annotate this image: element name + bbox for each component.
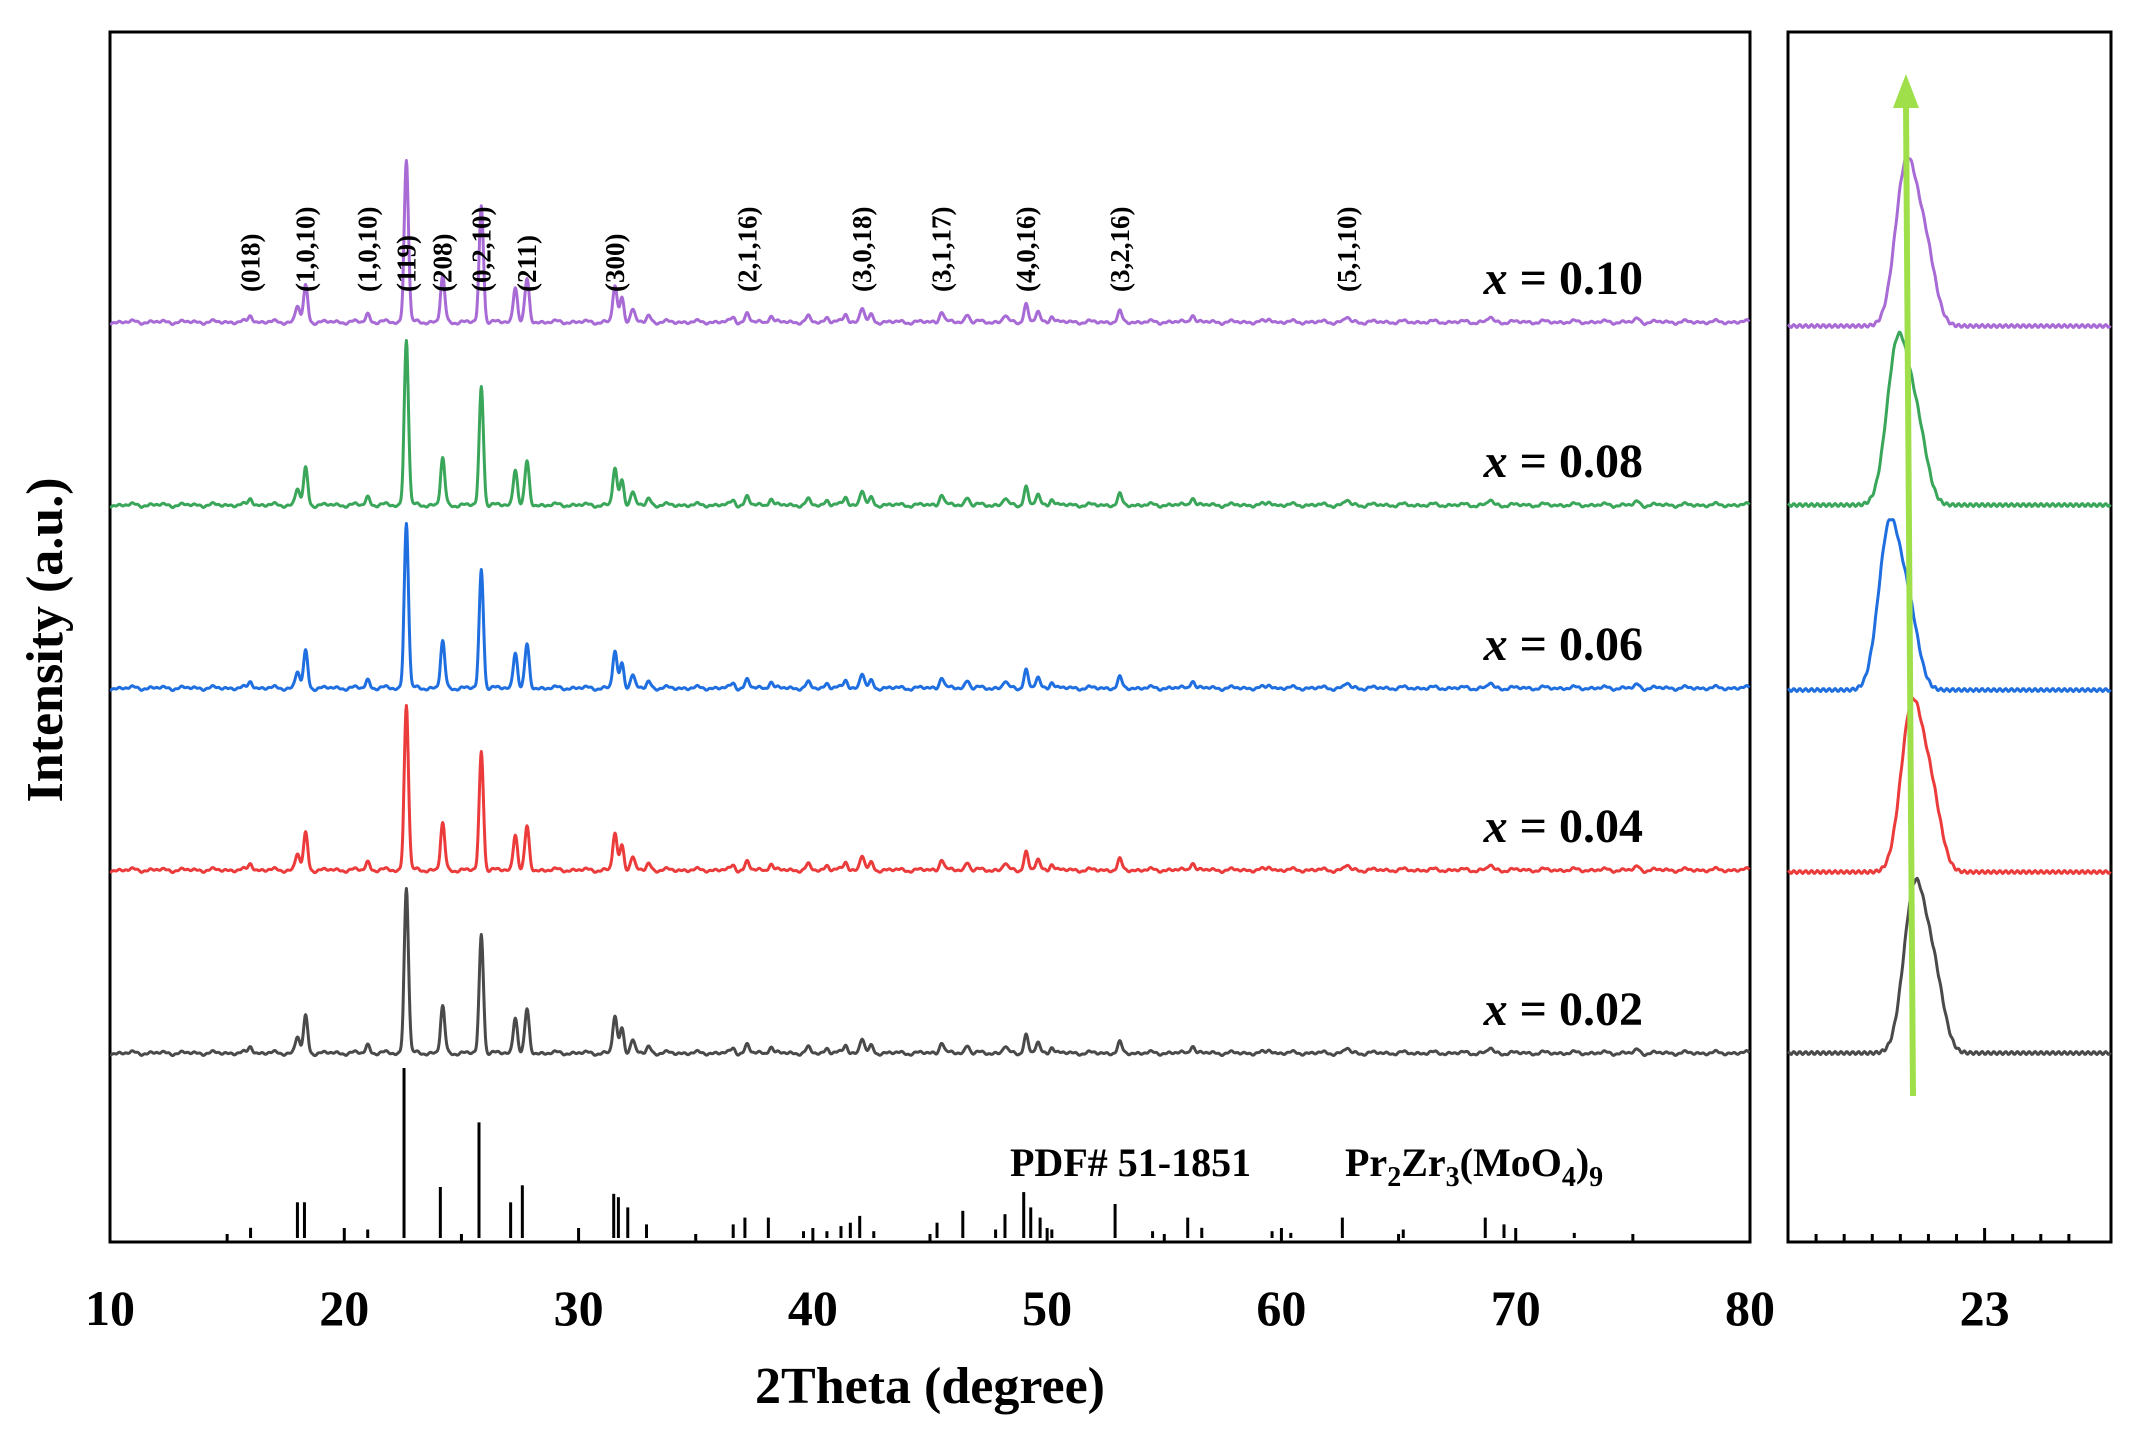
hkl-label: (300)	[600, 234, 630, 292]
series-trace	[109, 522, 1751, 693]
series-trace	[109, 339, 1751, 510]
zoom-series-trace	[1787, 876, 2112, 1056]
x-tick-label: 30	[554, 1280, 604, 1336]
x-tick-label: 50	[1022, 1280, 1072, 1336]
zoom-plot-frame	[1786, 30, 2113, 1244]
series-trace	[109, 887, 1751, 1058]
series-label: x = 0.08	[1483, 435, 1643, 488]
series-labels: PDF# 51-1851 Pr2​Zr3​(MoO4​)9​ x = 0.10 x =…	[1010, 252, 1643, 1193]
x-tick-label: 70	[1491, 1280, 1541, 1336]
hkl-label: (1,0,10)	[353, 207, 383, 292]
series-label: x = 0.06	[1483, 618, 1643, 671]
hkl-label: (4,0,16)	[1011, 207, 1041, 292]
shift-arrow-shaft	[1902, 99, 1916, 1097]
x-tick-label: 20	[319, 1280, 369, 1336]
trace-group	[109, 159, 1751, 1058]
series-label: x = 0.02	[1483, 983, 1643, 1036]
reference-sticks	[249, 1068, 1576, 1238]
hkl-label: (208)	[428, 234, 458, 292]
reference-formula: Pr2​Zr3​(MoO4​)9​	[1345, 1140, 1603, 1193]
hkl-label: (3,0,18)	[847, 207, 877, 292]
zoom-traces	[1787, 74, 2112, 1097]
hkl-label: (018)	[236, 234, 266, 292]
y-axis-title: Intensity (a.u.)	[17, 477, 74, 802]
x-tick-label: 60	[1256, 1280, 1306, 1336]
series-label: x = 0.10	[1483, 252, 1643, 305]
reference-label: PDF# 51-1851	[1010, 1140, 1251, 1185]
series-label: x = 0.04	[1483, 800, 1643, 853]
series-trace	[109, 704, 1751, 875]
x-tick-label: 40	[788, 1280, 838, 1336]
x-tick-label: 80	[1725, 1280, 1775, 1336]
hkl-label: (0,2,10)	[466, 207, 496, 292]
hkl-label: (2,1,16)	[732, 207, 762, 292]
shift-arrow-head	[1892, 74, 1919, 108]
hkl-label: (3,2,16)	[1105, 207, 1135, 292]
series-trace	[109, 159, 1751, 326]
hkl-label: (3,1,17)	[927, 207, 957, 292]
zoom-series-trace	[1787, 330, 2112, 508]
axis-ticks: 10 20 30 40 50 60 70 80 23	[85, 1228, 2071, 1336]
zoom-series-trace	[1787, 518, 2112, 693]
zoom-series-trace	[1787, 696, 2112, 875]
hkl-label: (5,1,10)	[1332, 207, 1362, 292]
hkl-label: (119)	[391, 235, 421, 292]
zoom-x-tick-label: 23	[1960, 1280, 2010, 1336]
zoom-series-trace	[1787, 155, 2112, 329]
hkl-label: (1,0,10)	[291, 207, 321, 292]
hkl-labels: (018) (1,0,10) (1,0,10) (119) (208) (0,2,10) (…	[236, 207, 1362, 292]
x-tick-label: 10	[85, 1280, 135, 1336]
hkl-label: (211)	[512, 235, 542, 292]
x-axis-title: 2Theta (degree)	[755, 1358, 1105, 1415]
